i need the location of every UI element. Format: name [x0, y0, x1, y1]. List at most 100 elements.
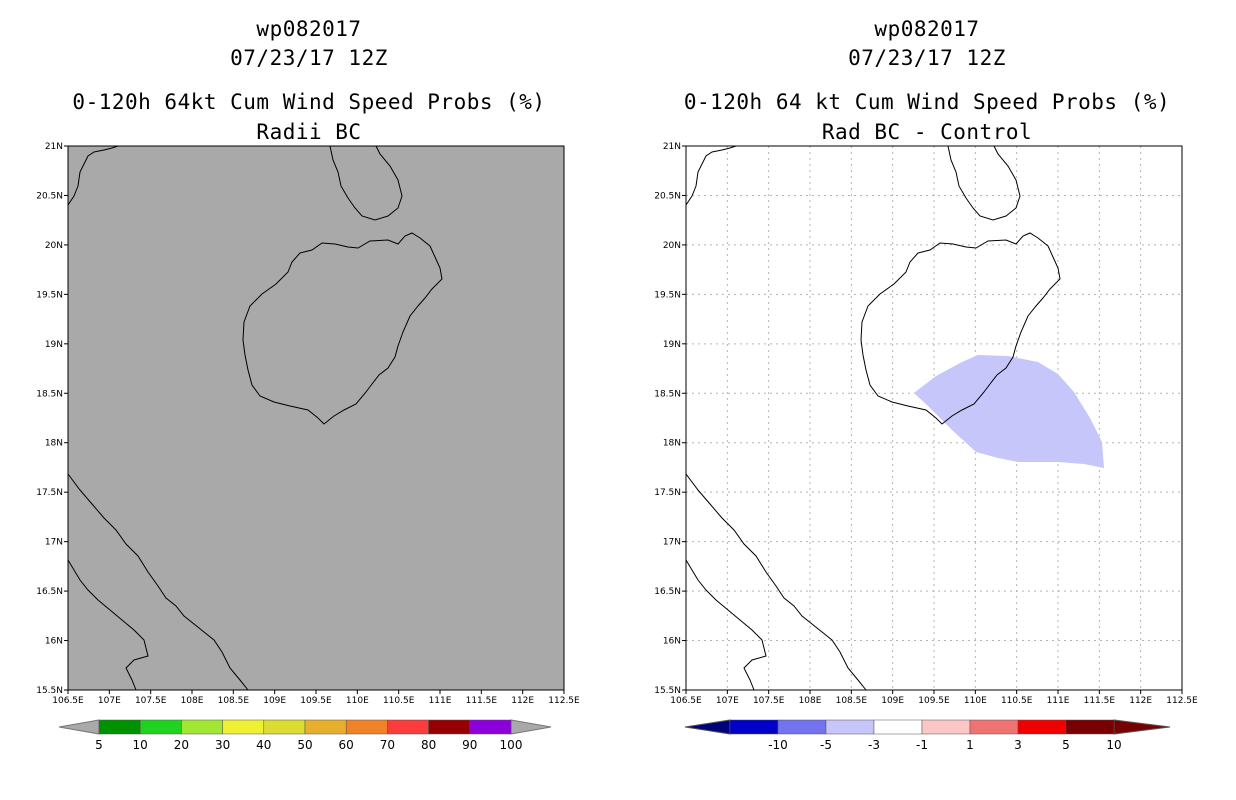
right-lon-label: 110E: [964, 696, 987, 706]
right-colorbar-label: 5: [1062, 738, 1070, 752]
left-lon-label: 109.5E: [300, 696, 332, 706]
left-vietnam-inland: [67, 559, 149, 691]
left-lon-label: 111.5E: [466, 696, 498, 706]
left-lat-label: 16.5N: [36, 587, 63, 597]
right-lat-label: 16N: [663, 637, 681, 647]
right-colorbar-label: 1: [966, 738, 974, 752]
right-datetime: 07/23/17 12Z: [848, 46, 1006, 70]
left-lat-label: 17N: [45, 538, 63, 548]
left-lat-label: 18N: [45, 439, 63, 449]
right-map: 21N 20.5N 20N 19.5N 19N 18.5N 18N 17.5N 17N 16.5N…: [654, 142, 1198, 752]
right-probability-difference-area: [914, 355, 1104, 468]
right-colorbar-swatch: [921, 719, 971, 735]
right-lat-label: 19N: [663, 340, 681, 350]
left-lon-label: 107E: [98, 696, 121, 706]
left-colorbar-swatch: [222, 719, 265, 735]
right-lon-label: 111E: [1047, 696, 1070, 706]
left-lon-label: 112.5E: [548, 696, 580, 706]
left-colorbar-label: 50: [297, 738, 312, 752]
right-lat-axis: 21N 20.5N 20N 19.5N 19N 18.5N 18N 17.5N 17N 16.5N…: [654, 142, 686, 696]
left-lon-label: 110E: [346, 696, 369, 706]
right-lon-label: 109.5E: [918, 696, 950, 706]
left-colorbar-high-arrow: [510, 719, 552, 735]
right-lon-label: 108.5E: [836, 696, 868, 706]
right-lat-label: 15.5N: [654, 686, 681, 696]
left-lon-axis: 106.5E 107E 107.5E 108E 108.5E 109E 109.5E 110E…: [52, 690, 580, 706]
left-colorbar-swatch: [469, 719, 512, 735]
right-lon-label: 107E: [716, 696, 739, 706]
right-hainan-coast: [860, 232, 1061, 425]
left-lon-label: 108.5E: [218, 696, 250, 706]
left-coastlines: [67, 145, 443, 691]
right-lat-label: 17.5N: [654, 488, 681, 498]
right-lat-label: 19.5N: [654, 290, 681, 300]
right-lat-label: 21N: [663, 142, 681, 152]
left-lon-label: 108E: [181, 696, 204, 706]
left-colorbar-swatch: [181, 719, 223, 735]
right-lat-label: 20N: [663, 241, 681, 251]
left-colorbar-swatch: [263, 719, 306, 735]
right-colorbar-high-arrow: [1113, 719, 1171, 735]
right-coastlines: [685, 145, 1061, 691]
left-lon-label: 111E: [429, 696, 452, 706]
left-colorbar-label: 90: [462, 738, 477, 752]
left-colorbar-label: 60: [339, 738, 354, 752]
right-lon-label: 107.5E: [753, 696, 785, 706]
right-lat-label: 18.5N: [654, 389, 681, 399]
right-panel: wp082017 07/23/17 12Z 0-120h 64 kt Cum W…: [618, 0, 1236, 800]
right-colorbar-swatch: [1017, 719, 1067, 735]
left-lon-label: 110.5E: [383, 696, 415, 706]
left-colorbar: 5 10 20 30 40 50 60 70 80 90 100: [58, 719, 552, 752]
right-vietnam-inland: [685, 559, 767, 691]
left-colorbar-swatch: [387, 719, 429, 735]
left-colorbar-label: 100: [500, 738, 523, 752]
left-lat-label: 20N: [45, 241, 63, 251]
left-colorbar-label: 70: [380, 738, 395, 752]
left-colorbar-swatch: [304, 719, 347, 735]
left-hainan-coast: [242, 232, 443, 425]
left-lat-label: 18.5N: [36, 389, 63, 399]
left-colorbar-label: 20: [174, 738, 189, 752]
left-colorbar-label: 30: [215, 738, 230, 752]
left-colorbar-label: 10: [133, 738, 148, 752]
right-vietnam-coast: [685, 473, 867, 691]
right-colorbar-swatch: [969, 719, 1019, 735]
right-colorbar-label: -1: [916, 738, 928, 752]
right-colorbar-swatch: [873, 719, 923, 735]
left-lat-label: 20.5N: [36, 191, 63, 201]
right-subtitle: Rad BC - Control: [821, 120, 1033, 144]
right-lat-label: 16.5N: [654, 587, 681, 597]
right-colorbar: -10 -5 -3 -1 1 3 5 10: [684, 719, 1171, 752]
left-lon-label: 106.5E: [52, 696, 84, 706]
right-colorbar-swatch: [729, 719, 779, 735]
right-lat-label: 17N: [663, 538, 681, 548]
right-lat-label: 20.5N: [654, 191, 681, 201]
right-leizhou-coast: [947, 145, 1021, 221]
left-map: 21N 20.5N 20N 19.5N 19N 18.5N 18N 17.5N 17N 16.5N…: [36, 142, 580, 752]
left-panel: wp082017 07/23/17 12Z 0-120h 64kt Cum Wi…: [36, 17, 580, 752]
left-datetime: 07/23/17 12Z: [230, 46, 388, 70]
left-colorbar-swatch: [428, 719, 471, 735]
left-colorbar-label: 40: [256, 738, 271, 752]
right-lon-label: 111.5E: [1084, 696, 1116, 706]
left-lon-label: 109E: [263, 696, 286, 706]
left-colorbar-swatch: [345, 719, 388, 735]
right-lon-label: 110.5E: [1001, 696, 1033, 706]
right-lon-axis: 106.5E 107E 107.5E 108E 108.5E 109E 109.5E 110E…: [670, 690, 1198, 706]
left-lat-label: 15.5N: [36, 686, 63, 696]
right-colorbar-low-arrow: [684, 719, 731, 735]
right-colorbar-swatch: [825, 719, 875, 735]
left-gulf-north-coast: [67, 145, 119, 206]
right-gulf-north-coast: [685, 145, 737, 206]
left-product-title: 0-120h 64kt Cum Wind Speed Probs (%): [72, 90, 546, 114]
left-lat-label: 19.5N: [36, 290, 63, 300]
right-colorbar-label: -10: [768, 738, 788, 752]
right-lon-label: 106.5E: [670, 696, 702, 706]
left-subtitle: Radii BC: [256, 120, 362, 144]
right-colorbar-swatch: [777, 719, 827, 735]
left-lat-label: 19N: [45, 340, 63, 350]
left-lat-label: 16N: [45, 637, 63, 647]
right-lon-label: 112E: [1129, 696, 1152, 706]
left-map-background: [68, 146, 564, 690]
left-colorbar-label: 80: [421, 738, 436, 752]
